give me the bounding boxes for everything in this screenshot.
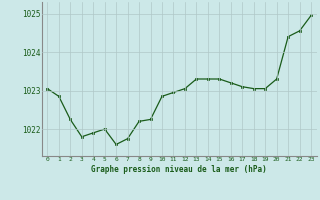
X-axis label: Graphe pression niveau de la mer (hPa): Graphe pression niveau de la mer (hPa) bbox=[91, 165, 267, 174]
